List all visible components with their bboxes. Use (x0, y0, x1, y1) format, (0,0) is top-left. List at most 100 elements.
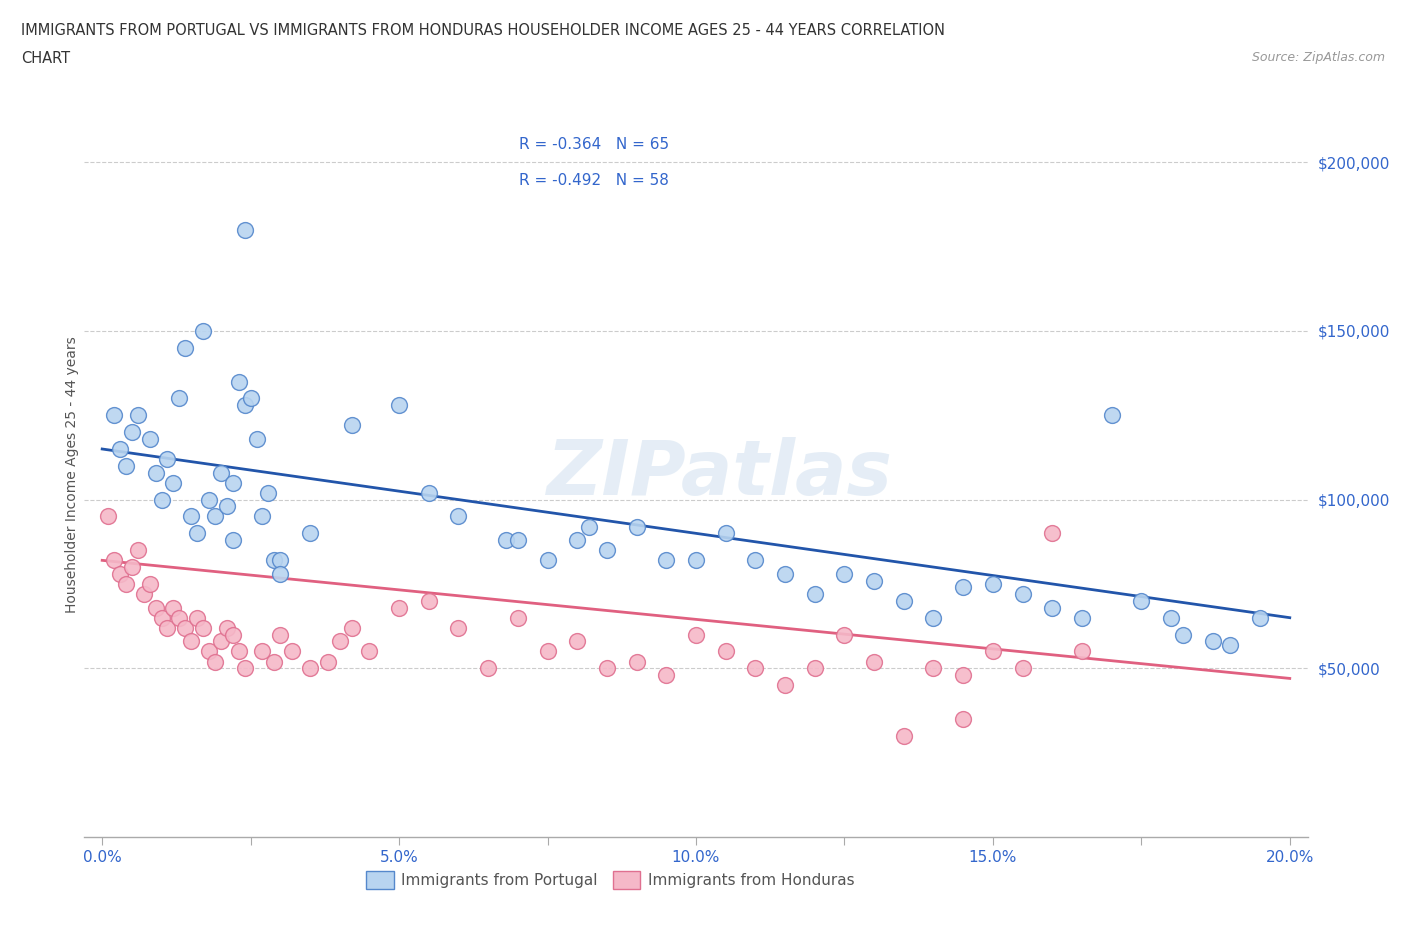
Point (269, 553, 291, 568)
Point (169, 391, 191, 405)
Point (209, 465, 232, 480)
Point (97, 509, 120, 524)
Legend: Immigrants from Portugal, Immigrants from Honduras: Immigrants from Portugal, Immigrants fro… (360, 865, 860, 895)
Point (228, 374, 250, 389)
Point (1201, 634, 1223, 649)
Point (156, 452, 179, 467)
Point (477, 661, 499, 676)
Point (150, 610, 173, 625)
Point (1160, 610, 1182, 625)
Point (1130, 593, 1153, 608)
Point (138, 577, 160, 591)
Point (145, 465, 167, 480)
Point (626, 519, 648, 534)
Point (204, 654, 226, 669)
Point (495, 533, 517, 548)
Point (893, 593, 915, 608)
Point (263, 654, 285, 669)
Point (1011, 587, 1033, 602)
Point (145, 600, 167, 615)
Point (186, 610, 208, 625)
Point (316, 654, 339, 669)
Point (922, 661, 945, 676)
Point (162, 475, 184, 490)
Point (180, 634, 202, 649)
Point (655, 668, 678, 683)
Point (281, 644, 304, 658)
Point (655, 553, 678, 568)
Text: CHART: CHART (21, 51, 70, 66)
Point (418, 593, 440, 608)
Point (1071, 644, 1094, 658)
Point (685, 553, 707, 568)
Point (685, 627, 707, 642)
Point (174, 620, 197, 635)
Point (418, 485, 440, 500)
Point (198, 492, 221, 507)
Point (121, 425, 143, 440)
Point (1219, 637, 1241, 652)
Point (536, 644, 558, 658)
Text: R = -0.364   N = 65: R = -0.364 N = 65 (519, 137, 669, 152)
Point (506, 533, 529, 548)
Point (191, 324, 214, 339)
Point (340, 418, 363, 432)
Point (121, 560, 143, 575)
Point (1249, 610, 1271, 625)
Point (298, 661, 321, 676)
Point (174, 340, 197, 355)
Point (228, 644, 250, 658)
Point (263, 553, 285, 568)
Point (252, 509, 274, 524)
Point (252, 644, 274, 658)
Point (834, 566, 856, 581)
Point (198, 644, 221, 658)
Text: R = -0.492   N = 58: R = -0.492 N = 58 (519, 173, 668, 188)
Point (298, 525, 321, 540)
Point (191, 620, 214, 635)
Point (744, 661, 766, 676)
Point (834, 627, 856, 642)
Point (567, 533, 589, 548)
Point (108, 566, 131, 581)
Point (1011, 661, 1033, 676)
Point (269, 566, 291, 581)
Point (626, 654, 648, 669)
Point (1040, 525, 1063, 540)
Point (952, 580, 974, 595)
Point (1171, 627, 1194, 642)
Point (138, 432, 160, 446)
Point (1071, 610, 1094, 625)
Point (506, 610, 529, 625)
Point (222, 627, 245, 642)
Point (269, 627, 291, 642)
Point (103, 408, 125, 423)
Point (952, 711, 974, 726)
Point (222, 475, 245, 490)
Point (215, 498, 238, 513)
Point (714, 525, 737, 540)
Point (981, 644, 1004, 658)
Point (773, 678, 796, 693)
Point (578, 519, 600, 534)
Point (863, 654, 886, 669)
Point (162, 600, 184, 615)
Text: Source: ZipAtlas.com: Source: ZipAtlas.com (1251, 51, 1385, 64)
Point (257, 485, 280, 500)
Point (233, 398, 256, 413)
Point (215, 620, 238, 635)
Point (952, 668, 974, 683)
Point (863, 573, 886, 588)
Point (150, 492, 173, 507)
Point (596, 661, 619, 676)
Point (245, 432, 267, 446)
Point (156, 620, 179, 635)
Point (596, 543, 619, 558)
Point (222, 533, 245, 548)
Point (536, 553, 558, 568)
Point (447, 509, 470, 524)
Point (567, 634, 589, 649)
Point (388, 600, 411, 615)
Point (803, 587, 825, 602)
Point (204, 509, 226, 524)
